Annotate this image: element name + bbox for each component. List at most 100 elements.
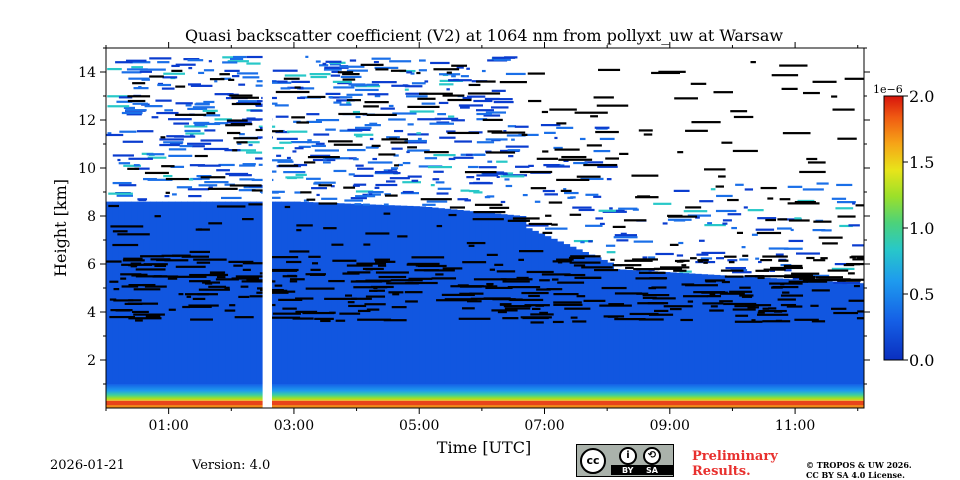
cloud-streak [407, 279, 423, 282]
cloud-streak [343, 186, 356, 189]
noise-streak [286, 156, 291, 160]
noise-streak [352, 184, 360, 187]
cloud-streak [528, 294, 540, 298]
noise-streak [277, 160, 294, 163]
noise-streak [484, 196, 491, 199]
noise-streak [505, 184, 513, 188]
noise-streak [136, 130, 154, 133]
noise-streak [115, 61, 133, 64]
noise-streak [175, 102, 193, 105]
noise-streak [518, 133, 539, 137]
cloud-streak [756, 231, 782, 235]
cloud-streak [242, 268, 251, 271]
noise-streak [203, 100, 215, 104]
aerosol-column [162, 201, 170, 387]
noise-streak [448, 115, 455, 118]
aerosol-column [325, 202, 333, 387]
cloud-streak [680, 318, 693, 322]
noise-streak [203, 147, 229, 151]
cloud-streak [283, 77, 300, 80]
noise-streak [802, 188, 824, 191]
noise-streak [222, 61, 238, 64]
noise-streak [696, 253, 709, 256]
cloud-streak [228, 78, 235, 81]
noise-streak [364, 124, 381, 127]
cloud-streak [333, 143, 363, 146]
cloud-streak [390, 279, 414, 282]
cloud-streak [282, 307, 297, 310]
cloud-streak [296, 229, 302, 232]
cloud-streak [783, 264, 803, 268]
noise-streak [237, 100, 261, 103]
noise-streak [476, 112, 492, 116]
cloud-streak [295, 310, 318, 313]
aerosol-column [243, 201, 251, 387]
cloud-streak [705, 280, 717, 283]
cloud-streak [690, 257, 697, 260]
noise-streak [653, 202, 672, 205]
cloud-streak [491, 131, 526, 134]
aerosol-column [118, 201, 126, 387]
noise-streak [325, 128, 336, 131]
cloud-streak [593, 96, 614, 99]
noise-streak [246, 55, 265, 59]
noise-streak [346, 69, 368, 72]
noise-streak [374, 66, 399, 69]
cloud-streak [235, 275, 267, 278]
cloud-streak [512, 217, 540, 220]
cloud-streak [417, 97, 436, 100]
noise-streak [402, 161, 411, 165]
cloud-streak [234, 316, 254, 319]
cloud-streak [390, 69, 407, 72]
noise-streak [393, 154, 399, 157]
cloud-streak [459, 292, 473, 295]
noise-streak [355, 195, 376, 198]
cloud-streak [822, 242, 838, 245]
cloud-streak [723, 302, 757, 306]
noise-streak [347, 128, 371, 132]
noise-streak [346, 93, 363, 96]
noise-streak [292, 150, 297, 153]
noise-streak [542, 189, 555, 193]
cloud-streak [736, 231, 743, 234]
cloud-streak [289, 250, 310, 253]
cloud-streak [229, 94, 253, 97]
cloud-streak [794, 318, 819, 321]
aerosol-column [381, 204, 389, 387]
noise-streak [375, 183, 398, 187]
cloud-streak [383, 319, 407, 322]
aerosol-column [131, 201, 138, 387]
cloud-streak [502, 317, 519, 320]
cloud-streak [553, 301, 582, 304]
cloud-streak [286, 260, 302, 264]
cloud-streak [599, 304, 632, 307]
aerosol-column [356, 204, 364, 387]
cloud-streak [373, 289, 385, 292]
cloud-streak [182, 305, 190, 309]
noise-streak [483, 114, 501, 117]
noise-streak [179, 144, 193, 148]
cloud-streak [450, 285, 484, 288]
cloud-streak [572, 320, 587, 323]
cloud-streak [229, 304, 236, 307]
cloud-streak [120, 273, 142, 276]
cloud-streak [818, 236, 843, 239]
cloud-streak [709, 293, 716, 296]
cloud-streak [556, 178, 590, 182]
cloud-streak [799, 277, 816, 280]
cloud-streak [109, 280, 119, 283]
noise-streak [132, 102, 148, 105]
noise-streak [330, 185, 335, 188]
aerosol-column [651, 271, 658, 387]
noise-streak [422, 203, 436, 206]
cloud-streak [271, 269, 298, 272]
noise-streak [184, 129, 201, 133]
cloud-streak [284, 205, 291, 209]
noise-streak [620, 232, 627, 235]
y-tick-label: 12 [78, 113, 96, 129]
noise-streak [554, 136, 558, 140]
noise-streak [741, 246, 746, 249]
noise-streak [380, 107, 395, 110]
heatmap-area [106, 48, 864, 408]
cc-license-badge[interactable]: cc i ⟲ BY SA [576, 444, 674, 477]
